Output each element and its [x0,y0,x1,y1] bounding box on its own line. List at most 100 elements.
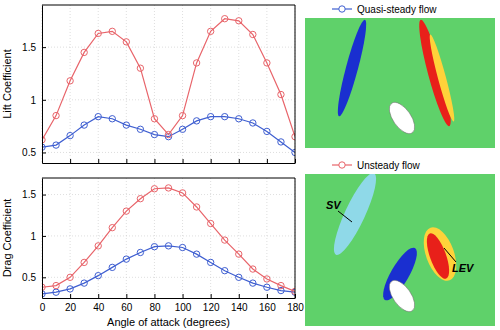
grid-line-x [154,178,155,298]
vortex-lev [422,231,453,282]
series-marker [179,112,185,118]
tick [126,159,127,163]
series-marker [165,243,171,249]
grid-line-y [42,99,295,100]
figure: 0.511.5Lift CoefficientQuasi-steady flow… [0,0,500,330]
grid-line-y [42,277,295,278]
series-marker [222,267,228,273]
series-marker [67,78,73,84]
series-marker [207,259,213,265]
series-marker [123,39,129,45]
flow-field [305,18,495,148]
flow-background [305,18,495,148]
series-marker [123,256,129,262]
series-marker [137,249,143,255]
tick: 1.5 [22,42,46,53]
plot-area [42,178,295,298]
annotation-pointer [444,248,456,262]
series-marker [81,280,87,286]
series-marker [250,31,256,37]
legend-item: Quasi-steady flow [332,4,437,15]
series-marker [207,28,213,34]
tick-mark [42,236,46,237]
tick-mark [42,277,46,278]
grid-line-x [154,5,155,163]
grid [42,5,295,163]
axis-line [42,179,43,299]
tick-label: 0.5 [22,272,36,283]
grid-line-x [238,5,239,163]
series-marker [179,126,185,132]
wing-section [384,276,419,316]
series-marker [264,60,270,66]
series-line [42,188,295,291]
x-axis-title: Angle of attack (degrees) [107,316,230,328]
tick-mark [239,294,240,298]
series-marker [278,91,284,97]
tick-label: 100 [175,302,192,313]
tick-mark [70,294,71,298]
grid-line-x [126,5,127,163]
series-marker [151,131,157,137]
grid-line-y [42,235,295,236]
tick: 1 [30,95,46,106]
vortex-glow [426,33,457,122]
tick: 1.5 [22,189,46,200]
grid-line-x [266,178,267,298]
vortex-blue [333,18,370,118]
tick: 180 [287,294,304,313]
annotation: LEV [452,262,475,274]
series-marker [137,195,143,201]
tick [98,159,99,163]
tick-mark [183,159,184,163]
series-marker [151,186,157,192]
axis-line [43,298,296,299]
series-marker [193,204,199,210]
series-marker [222,237,228,243]
tick-mark [42,100,46,101]
series-marker [151,116,157,122]
grid-line-x [98,5,99,163]
tick: 140 [231,294,248,313]
tick: 160 [259,294,276,313]
x-axis [43,159,296,164]
grid-line-x [42,5,43,163]
series-marker [222,15,228,21]
series-marker [250,266,256,272]
legend-label: Quasi-steady flow [357,4,437,15]
y-axis: 0.511.5 [22,6,46,164]
series-marker [236,251,242,257]
tick-mark [98,294,99,298]
tick-mark [154,294,155,298]
series-marker [81,122,87,128]
series-marker [81,49,87,55]
tick-label: 40 [93,302,105,313]
series-marker [250,120,256,126]
series-marker [165,131,171,137]
grid-line-x [98,178,99,298]
series-marker [137,65,143,71]
chart-1: 0204060801001201401601800.511.5Drag Coef… [1,178,304,328]
grid-line-x [295,178,296,298]
plot-area [42,5,295,163]
series-marker [207,113,213,119]
frame-line [295,178,296,298]
tick-mark [42,195,46,196]
y-axis: 0.511.5 [22,179,46,299]
marks [42,185,295,297]
series-marker [109,116,115,122]
grid-line-x [266,5,267,163]
series-marker [179,190,185,196]
flow-field: SVLEV [305,169,495,326]
series-marker [53,112,59,118]
tick-mark [267,159,268,163]
series-marker [95,113,101,119]
x-axis: 020406080100120140160180 [40,294,305,313]
vortex-shed [327,174,383,259]
tick-mark [211,294,212,298]
frame-line [42,178,295,179]
series-marker [67,286,73,292]
y-axis-title: Drag Coefficient [1,199,13,278]
tick-label: 1 [30,95,36,106]
tick-label: 160 [259,302,276,313]
